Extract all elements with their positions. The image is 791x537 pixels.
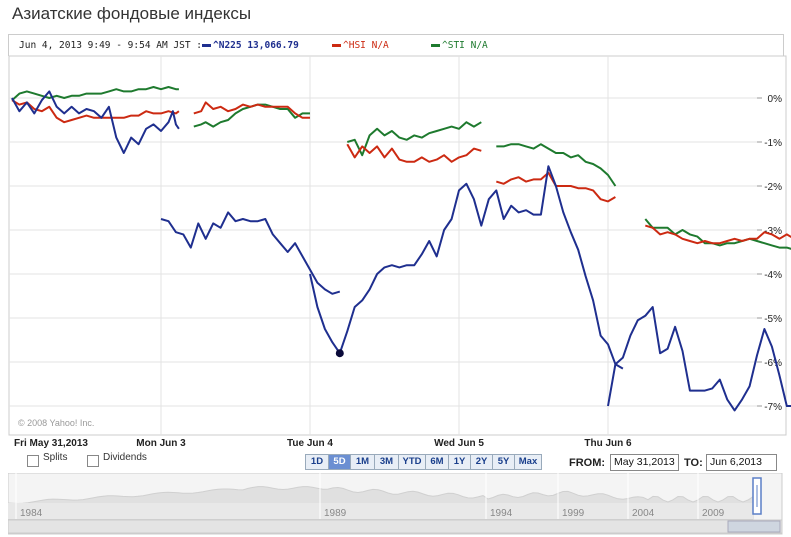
series-hsi-line <box>11 99 180 124</box>
x-tick-label: Mon Jun 3 <box>136 438 186 449</box>
copyright-note: © 2008 Yahoo! Inc. <box>18 418 94 428</box>
dividends-checkbox[interactable] <box>87 455 99 467</box>
series-n225-line <box>607 306 791 412</box>
n225-swatch <box>202 44 211 47</box>
hover-datetime: Jun 4, 2013 9:49 - 9:54 AM JST : <box>19 40 203 51</box>
overview-year-label: 2009 <box>702 508 725 519</box>
hover-marker <box>335 349 344 358</box>
quote-header: Jun 4, 2013 9:49 - 9:54 AM JST : ^N225 1… <box>8 34 784 56</box>
plot-frame <box>8 55 787 436</box>
to-date-input[interactable]: Jun 6,2013 <box>706 454 777 471</box>
x-tick-label: Wed Jun 5 <box>434 438 484 449</box>
series-sti-line <box>644 218 791 250</box>
y-tick-label: -2% <box>764 182 782 193</box>
y-tick-label: -5% <box>764 314 782 325</box>
series-sti-line <box>496 143 617 187</box>
series-n225-line <box>160 211 341 295</box>
series-hsi-line <box>346 143 482 163</box>
range-button-5d[interactable]: 5D <box>328 454 351 470</box>
series-hsi-line <box>193 101 310 119</box>
series-hsi-legend[interactable]: ^HSI N/A <box>332 40 389 51</box>
range-button-3m[interactable]: 3M <box>374 454 399 470</box>
hsi-swatch <box>332 44 341 47</box>
series-sti-line <box>11 86 179 101</box>
overview-year-label: 1984 <box>20 508 43 519</box>
x-tick-label: Thu Jun 6 <box>584 438 632 449</box>
overview-year-label: 1989 <box>324 508 347 519</box>
series-n225-line <box>11 90 180 154</box>
overview-scroll-thumb[interactable] <box>727 520 781 533</box>
y-tick-label: -6% <box>764 358 782 369</box>
splits-checkbox[interactable] <box>27 455 39 467</box>
overview-band <box>8 503 753 519</box>
sti-legend-label: ^STI N/A <box>442 40 488 51</box>
from-label: FROM: <box>569 457 606 469</box>
page-title: Азиатские фондовые индексы <box>12 4 252 23</box>
range-button-6m[interactable]: 6M <box>425 454 449 470</box>
from-date-input[interactable]: May 31,2013 <box>610 454 679 471</box>
range-button-max[interactable]: Max <box>514 454 542 470</box>
range-button-2y[interactable]: 2Y <box>470 454 493 470</box>
series-n225-legend[interactable]: ^N225 13,066.79 <box>202 40 299 51</box>
overview-scrollbar[interactable] <box>8 519 783 534</box>
n225-legend-label: ^N225 13,066.79 <box>213 40 299 51</box>
to-label: TO: <box>684 457 703 469</box>
sti-swatch <box>431 44 440 47</box>
series-sti-line <box>347 121 482 157</box>
overview-year-label: 1994 <box>490 508 513 519</box>
y-tick-label: -1% <box>764 138 782 149</box>
range-button-5y[interactable]: 5Y <box>492 454 515 470</box>
x-tick-label: Fri May 31,2013 <box>14 438 88 449</box>
range-button-1m[interactable]: 1M <box>350 454 375 470</box>
dividends-label: Dividends <box>103 452 147 463</box>
range-button-1d[interactable]: 1D <box>305 454 329 470</box>
y-tick-label: 0% <box>768 94 783 105</box>
series-sti-legend[interactable]: ^STI N/A <box>431 40 488 51</box>
overview-year-label: 2004 <box>632 508 655 519</box>
line-chart[interactable]: 0% -1% -2% -3% -4% -5% -6% -7% Fri May 31,2013 Mo… <box>0 55 791 451</box>
series-hsi-line <box>645 224 791 245</box>
range-button-ytd[interactable]: YTD <box>398 454 426 470</box>
series-n225-line <box>309 165 624 370</box>
y-tick-label: -4% <box>764 270 782 281</box>
y-tick-label: -7% <box>764 402 782 413</box>
overview-year-label: 1999 <box>562 508 585 519</box>
range-button-1y[interactable]: 1Y <box>448 454 471 470</box>
splits-label: Splits <box>43 452 68 463</box>
hsi-legend-label: ^HSI N/A <box>343 40 389 51</box>
y-tick-label: -3% <box>764 226 782 237</box>
x-tick-label: Tue Jun 4 <box>287 438 333 449</box>
overview-timeline[interactable]: 1984 1989 1994 1999 2004 2009 <box>8 473 783 535</box>
